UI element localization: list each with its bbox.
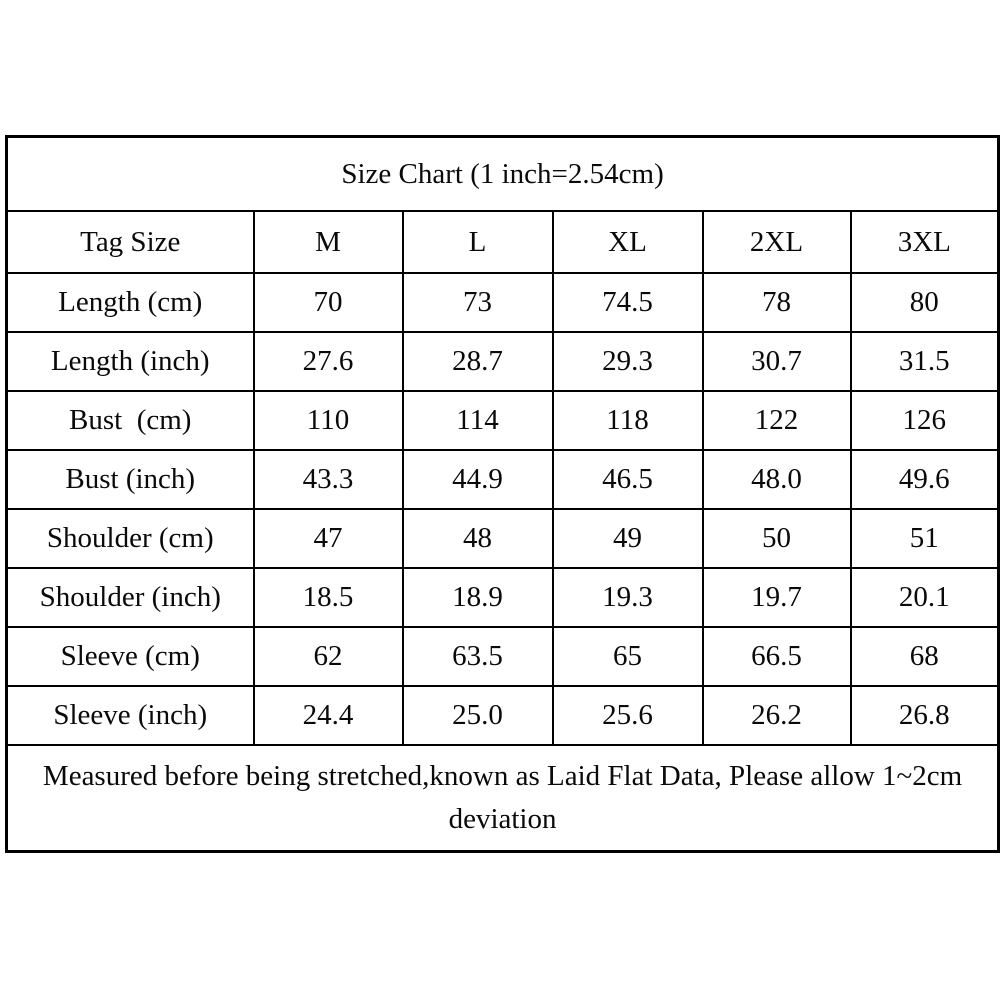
cell-value: 20.1 [849, 567, 1000, 628]
cell-value: 66.5 [701, 626, 852, 687]
row-label: Sleeve (inch) [5, 685, 255, 746]
cell-value: 24.4 [252, 685, 404, 746]
header-row: Tag Size M L XL 2XL 3XL [5, 210, 1000, 274]
cell-value: 62 [252, 626, 404, 687]
cell-value: 25.0 [401, 685, 554, 746]
cell-value: 49.6 [849, 449, 1000, 510]
table-row-bust-inch: Bust (inch) 43.3 44.9 46.5 48.0 49.6 [5, 449, 1000, 510]
header-size-xl: XL [551, 210, 704, 274]
cell-value: 44.9 [401, 449, 554, 510]
cell-value: 74.5 [551, 272, 704, 333]
row-label: Sleeve (cm) [5, 626, 255, 687]
cell-value: 26.2 [701, 685, 852, 746]
cell-value: 30.7 [701, 331, 852, 392]
cell-value: 63.5 [401, 626, 554, 687]
cell-value: 26.8 [849, 685, 1000, 746]
table-row-bust-cm: Bust (cm) 110 114 118 122 126 [5, 390, 1000, 451]
cell-value: 48.0 [701, 449, 852, 510]
cell-value: 65 [551, 626, 704, 687]
cell-value: 31.5 [849, 331, 1000, 392]
title-row: Size Chart (1 inch=2.54cm) [5, 135, 1000, 212]
header-tag-size: Tag Size [5, 210, 255, 274]
chart-title: Size Chart (1 inch=2.54cm) [5, 135, 1000, 212]
table-row-length-inch: Length (inch) 27.6 28.7 29.3 30.7 31.5 [5, 331, 1000, 392]
header-size-3xl: 3XL [849, 210, 1000, 274]
cell-value: 27.6 [252, 331, 404, 392]
cell-value: 122 [701, 390, 852, 451]
cell-value: 50 [701, 508, 852, 569]
cell-value: 49 [551, 508, 704, 569]
header-size-m: M [252, 210, 404, 274]
cell-value: 114 [401, 390, 554, 451]
cell-value: 25.6 [551, 685, 704, 746]
header-size-l: L [401, 210, 554, 274]
footer-row: Measured before being stretched,known as… [5, 744, 1000, 853]
cell-value: 46.5 [551, 449, 704, 510]
cell-value: 80 [849, 272, 1000, 333]
cell-value: 48 [401, 508, 554, 569]
row-label: Shoulder (cm) [5, 508, 255, 569]
cell-value: 18.5 [252, 567, 404, 628]
table-row-sleeve-cm: Sleeve (cm) 62 63.5 65 66.5 68 [5, 626, 1000, 687]
cell-value: 47 [252, 508, 404, 569]
measurement-note: Measured before being stretched,known as… [5, 744, 1000, 853]
table-row-sleeve-inch: Sleeve (inch) 24.4 25.0 25.6 26.2 26.8 [5, 685, 1000, 746]
cell-value: 28.7 [401, 331, 554, 392]
cell-value: 70 [252, 272, 404, 333]
row-label: Length (cm) [5, 272, 255, 333]
cell-value: 126 [849, 390, 1000, 451]
cell-value: 29.3 [551, 331, 704, 392]
table-row-shoulder-cm: Shoulder (cm) 47 48 49 50 51 [5, 508, 1000, 569]
cell-value: 43.3 [252, 449, 404, 510]
cell-value: 51 [849, 508, 1000, 569]
cell-value: 19.3 [551, 567, 704, 628]
row-label: Bust (cm) [5, 390, 255, 451]
row-label: Bust (inch) [5, 449, 255, 510]
table-row-length-cm: Length (cm) 70 73 74.5 78 80 [5, 272, 1000, 333]
header-size-2xl: 2XL [701, 210, 852, 274]
cell-value: 18.9 [401, 567, 554, 628]
table-row-shoulder-inch: Shoulder (inch) 18.5 18.9 19.3 19.7 20.1 [5, 567, 1000, 628]
cell-value: 73 [401, 272, 554, 333]
cell-value: 118 [551, 390, 704, 451]
row-label: Shoulder (inch) [5, 567, 255, 628]
row-label: Length (inch) [5, 331, 255, 392]
cell-value: 19.7 [701, 567, 852, 628]
cell-value: 110 [252, 390, 404, 451]
cell-value: 68 [849, 626, 1000, 687]
cell-value: 78 [701, 272, 852, 333]
size-chart-table: Size Chart (1 inch=2.54cm) Tag Size M L … [5, 135, 1001, 853]
